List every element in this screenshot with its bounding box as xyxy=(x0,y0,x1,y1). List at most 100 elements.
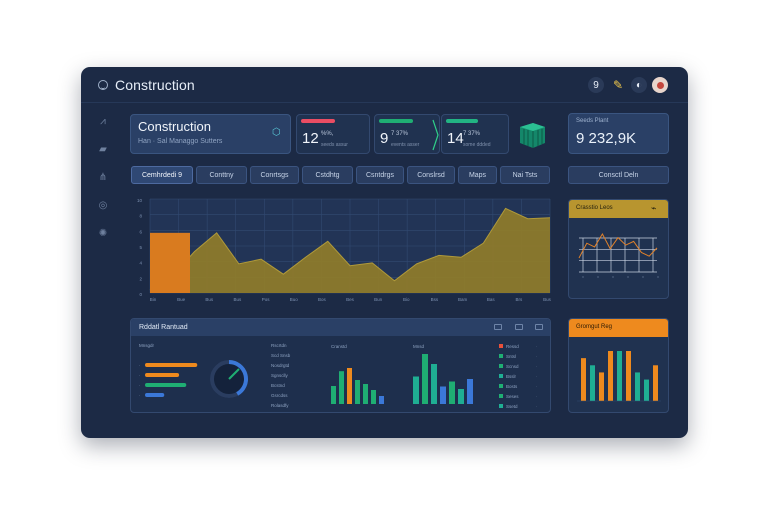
side-line-chart-card: Crasstio Leos ⌁ xyxy=(568,199,669,299)
x-tick-label: Bas xyxy=(487,297,496,302)
x-tick-label: Buo xyxy=(290,297,299,302)
legend-dot: · xyxy=(536,374,537,379)
bar xyxy=(644,379,649,401)
close-icon[interactable] xyxy=(535,324,543,330)
key-icon[interactable]: ✎ xyxy=(612,78,624,92)
tab-6[interactable]: Conslrsd xyxy=(407,166,455,184)
legend-label: Bosts xyxy=(506,384,518,389)
x-tick-label: Bus xyxy=(543,297,551,302)
side-card-title: Crasstio Leos xyxy=(576,205,613,211)
legend-label: Scnsd xyxy=(506,364,519,369)
avatar[interactable] xyxy=(652,77,668,93)
chart2-bar xyxy=(458,389,464,404)
bar xyxy=(608,351,613,401)
highlight-bar xyxy=(150,232,190,293)
chart-icon[interactable]: ⌁ xyxy=(651,203,657,213)
bar xyxy=(581,358,586,401)
revenue-card[interactable]: Seeds Plant 9 232,9K xyxy=(568,113,669,154)
list-label: Rolasdfy xyxy=(271,403,289,408)
project-title-card[interactable]: Construction Han · Sal Managgo Sutters ⬡ xyxy=(130,114,291,154)
chevron-right-icon xyxy=(432,119,439,151)
legend-swatch xyxy=(499,354,503,358)
tab-1[interactable]: Cemhrdedi 9 xyxy=(131,166,193,184)
kpi-card-2[interactable]: 9 7 37% events asser xyxy=(374,114,440,154)
settings-icon[interactable]: ✺ xyxy=(98,228,108,239)
revenue-value: 9 232,9K xyxy=(576,130,637,147)
theme-icon[interactable]: ◐ xyxy=(631,77,647,93)
list-label: Sgnsclly xyxy=(271,373,289,378)
expand-icon[interactable] xyxy=(515,324,523,330)
y-tick-label: 6 xyxy=(139,229,142,234)
bar xyxy=(590,365,595,401)
app-title: Construction xyxy=(115,77,195,93)
chart1-bar xyxy=(347,368,352,404)
horizontal-bar xyxy=(145,363,198,367)
x-tick-label: Bam xyxy=(458,297,468,302)
legend-label: Seses xyxy=(506,394,519,399)
kpi-card-1[interactable]: 12 %%, seeds assur xyxy=(296,114,370,154)
y-tick-label: 0 xyxy=(139,292,142,297)
main-area-chart: 10 8 6 5 4 2 0 Bin Bue Bus Bus Pos Buo Bos Bes Bun Bio Bs… xyxy=(130,189,551,304)
line-series xyxy=(578,232,658,259)
bar-index: · xyxy=(139,383,140,388)
bottom-panel-header xyxy=(131,319,550,336)
x-tick-label: Bus xyxy=(234,297,243,302)
kpi-3-accent xyxy=(446,119,478,123)
kpi-card-3[interactable]: 14 7 37% some ddded xyxy=(441,114,509,154)
x-tick-label: Bos xyxy=(318,297,327,302)
revenue-label: Seeds Plant xyxy=(576,118,609,124)
area-series-line xyxy=(149,207,551,291)
y-tick-label: 8 xyxy=(139,214,142,219)
bottom-right-header xyxy=(569,319,668,337)
kpi-2-caption: events asser xyxy=(391,142,420,148)
legend-label: Sntsl xyxy=(506,354,516,359)
bottom-right-bar-card: Gromgut Reg xyxy=(568,318,669,413)
minimize-icon[interactable] xyxy=(494,324,502,330)
chart1-bar xyxy=(355,380,360,404)
briefcase-icon[interactable]: ▰ xyxy=(99,144,107,155)
chart1-label: Cranstd xyxy=(331,344,347,349)
x-tick-label: Bes xyxy=(346,297,355,302)
horizontal-bar xyxy=(145,383,187,387)
project-title: Construction xyxy=(138,119,211,134)
chart2-bar xyxy=(422,354,428,404)
tab-2[interactable]: Conttny xyxy=(196,166,247,184)
tab-7[interactable]: Maps xyxy=(458,166,497,184)
x-tick-label: Brs xyxy=(515,297,523,302)
x-tick-label: Bus xyxy=(205,297,214,302)
x-tick-label: Bue xyxy=(177,297,186,302)
kpi-2-value: 9 xyxy=(380,130,389,147)
chart2-bar xyxy=(413,376,419,404)
kpi-1-change: %%, xyxy=(321,131,334,137)
tab-4[interactable]: Cstdhtg xyxy=(302,166,353,184)
x-tick-label: Bss xyxy=(431,297,439,302)
horizontal-bar xyxy=(145,393,165,397)
list-label: Rscrtdn xyxy=(271,343,287,348)
helmet-icon xyxy=(98,80,108,90)
area-series xyxy=(150,208,550,293)
bar xyxy=(617,351,622,401)
chart2-bar xyxy=(467,379,473,404)
tab-3[interactable]: Conrtsgs xyxy=(250,166,299,184)
gear-icon[interactable]: ⬡ xyxy=(272,127,281,138)
chart1-bar xyxy=(363,384,368,404)
legend-dot: · xyxy=(536,354,537,359)
network-icon[interactable]: ⋔ xyxy=(98,172,108,183)
list-label: Gsrcdss xyxy=(271,393,288,398)
sidebar: ⩘ ▰ ⋔ ◎ ✺ xyxy=(81,103,121,438)
tab-8[interactable]: Nai Tsts xyxy=(500,166,550,184)
help-icon[interactable]: 9 xyxy=(588,77,604,93)
bar xyxy=(653,365,658,401)
chart1-bar xyxy=(339,371,344,404)
analytics-icon[interactable]: ⩘ xyxy=(100,116,106,127)
kpi-1-caption: seeds assur xyxy=(321,142,348,148)
kpi-3-change: 7 37% xyxy=(463,131,481,137)
globe-icon[interactable]: ◎ xyxy=(98,200,108,211)
bar-index: · xyxy=(139,373,140,378)
tab-right[interactable]: Consctl Deln xyxy=(568,166,669,184)
chart1-bar xyxy=(371,390,376,404)
horizontal-bar xyxy=(145,373,180,377)
legend-swatch xyxy=(499,374,503,378)
chart1-bar xyxy=(331,386,336,404)
tab-5[interactable]: Csntdrgs xyxy=(356,166,404,184)
